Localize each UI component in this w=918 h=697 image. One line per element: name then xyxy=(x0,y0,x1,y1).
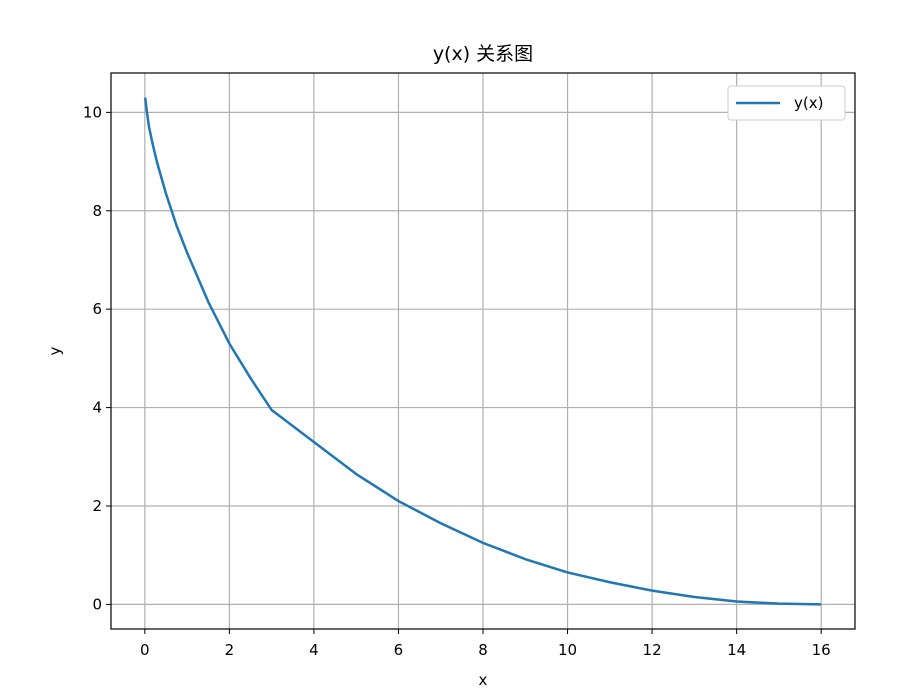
x-tick-label: 12 xyxy=(643,641,662,659)
chart-title: y(x) 关系图 xyxy=(433,43,533,65)
series-layer xyxy=(143,97,822,606)
legend-label: y(x) xyxy=(794,94,823,112)
x-axis-label: x xyxy=(479,671,488,689)
y-tick-label: 4 xyxy=(92,399,102,417)
y-tick-label: 0 xyxy=(92,595,102,613)
grid xyxy=(111,73,855,629)
x-tick-label: 10 xyxy=(558,641,577,659)
y-tick-label: 8 xyxy=(92,202,102,220)
y-tick-label: 2 xyxy=(92,497,102,515)
x-tick-label: 4 xyxy=(309,641,319,659)
x-tick-label: 6 xyxy=(394,641,404,659)
series-line xyxy=(143,97,822,606)
y-axis-label: y xyxy=(46,346,64,355)
x-tick-label: 2 xyxy=(225,641,235,659)
legend-box xyxy=(727,85,846,121)
x-tick-label: 16 xyxy=(812,641,831,659)
x-tick-label: 0 xyxy=(140,641,150,659)
x-tick-label: 8 xyxy=(478,641,488,659)
y-tick-label: 10 xyxy=(83,103,102,121)
y-tick-label: 6 xyxy=(92,300,102,318)
ticks: 0 2 4 6 8 10 12 14 16 0 2 4 6 8 10 xyxy=(83,103,831,659)
x-tick-label: 14 xyxy=(727,641,746,659)
legend: y(x) xyxy=(727,85,846,121)
